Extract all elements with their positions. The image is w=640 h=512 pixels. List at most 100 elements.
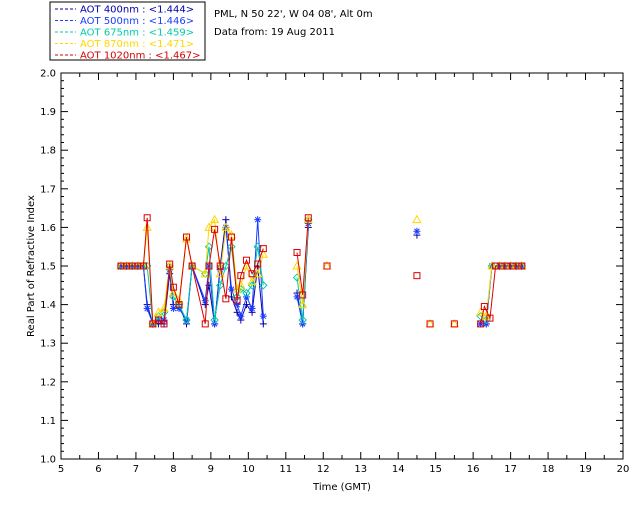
data-point xyxy=(204,242,214,251)
legend-label-4: AOT 870nm : <1.471> xyxy=(80,39,194,50)
y-tick-label: 1.5 xyxy=(40,262,56,273)
y-tick-label: 1.2 xyxy=(40,377,56,388)
data-point xyxy=(248,304,256,312)
data-point xyxy=(169,283,177,291)
data-point xyxy=(298,315,307,325)
data-point xyxy=(259,312,267,320)
data-point xyxy=(259,281,268,290)
data-point xyxy=(253,268,263,278)
series-line xyxy=(120,217,264,325)
data-point xyxy=(259,245,267,253)
y-tick-label: 2.0 xyxy=(40,69,56,80)
data-point xyxy=(323,262,331,270)
data-point xyxy=(182,315,191,325)
x-tick-label: 5 xyxy=(58,464,64,475)
series-line xyxy=(296,217,309,295)
data-point xyxy=(143,214,151,222)
x-tick-label: 6 xyxy=(95,464,101,475)
y-tick-label: 1.8 xyxy=(40,146,56,157)
y-tick-label: 1.0 xyxy=(40,455,56,466)
x-tick-label: 8 xyxy=(170,464,176,475)
x-tick-label: 13 xyxy=(354,464,367,475)
data-point xyxy=(216,262,224,270)
x-tick-label: 17 xyxy=(504,464,517,475)
station-location: PML, N 50 22', W 04 08', Alt 0m xyxy=(214,9,373,20)
data-point xyxy=(216,281,225,290)
data-point xyxy=(514,262,522,270)
data-point xyxy=(210,315,219,325)
x-tick-label: 12 xyxy=(317,464,330,475)
data-point xyxy=(248,270,256,278)
data-point xyxy=(209,214,220,224)
data-point xyxy=(139,262,147,270)
x-axis-title: Time (GMT) xyxy=(312,482,371,493)
data-point xyxy=(166,260,174,268)
legend-label-5: AOT 1020nm : <1.467> xyxy=(80,51,200,62)
y-axis-title: Real Part of Refractive Index xyxy=(26,195,37,337)
data-point xyxy=(293,248,301,256)
data-point xyxy=(233,301,241,309)
data-point xyxy=(227,285,235,293)
data-point xyxy=(175,301,183,309)
data-point xyxy=(201,320,209,328)
x-tick-label: 7 xyxy=(133,464,139,475)
data-date: Data from: 19 Aug 2011 xyxy=(214,27,335,38)
data-point xyxy=(183,233,191,241)
x-tick-label: 10 xyxy=(242,464,255,475)
data-point xyxy=(204,222,214,231)
data-point xyxy=(293,293,301,301)
data-point xyxy=(475,307,486,316)
data-point xyxy=(477,320,485,328)
data-point xyxy=(413,272,421,280)
data-point xyxy=(299,291,307,299)
y-tick-label: 1.3 xyxy=(40,339,56,350)
data-point xyxy=(227,242,236,251)
data-point xyxy=(169,304,177,312)
x-tick-label: 14 xyxy=(392,464,405,475)
y-tick-label: 1.9 xyxy=(40,107,56,118)
data-point xyxy=(211,225,219,233)
data-point xyxy=(142,222,152,231)
data-point xyxy=(486,314,494,322)
data-point xyxy=(143,304,151,312)
data-point xyxy=(181,233,192,243)
series-line xyxy=(480,265,522,325)
data-point xyxy=(237,272,245,280)
data-point xyxy=(412,214,422,224)
data-point xyxy=(242,256,250,264)
data-point xyxy=(154,316,162,324)
x-tick-label: 16 xyxy=(467,464,480,475)
data-point xyxy=(304,214,312,222)
data-point xyxy=(254,216,262,224)
data-point xyxy=(480,303,488,311)
legend-label-1: AOT 400nm : <1.444> xyxy=(80,5,194,16)
x-tick-label: 20 xyxy=(617,464,630,475)
data-point xyxy=(222,295,230,303)
data-point xyxy=(160,320,168,328)
data-point xyxy=(259,320,267,328)
y-tick-label: 1.6 xyxy=(40,223,56,234)
legend: AOT 400nm : <1.444>AOT 500nm : <1.446>AO… xyxy=(49,1,206,62)
data-point xyxy=(221,222,231,231)
x-tick-label: 15 xyxy=(429,464,442,475)
y-tick-label: 1.7 xyxy=(40,184,56,195)
series-5 xyxy=(117,214,526,328)
data-point xyxy=(518,262,526,270)
x-tick-label: 18 xyxy=(542,464,555,475)
data-point xyxy=(215,268,225,278)
data-point xyxy=(247,276,257,285)
data-point xyxy=(188,262,196,270)
data-point xyxy=(450,320,458,328)
y-tick-label: 1.1 xyxy=(40,416,56,427)
data-point xyxy=(481,311,491,320)
data-point xyxy=(205,262,213,270)
data-point xyxy=(149,320,157,328)
data-point xyxy=(201,297,209,305)
data-point xyxy=(413,227,421,235)
legend-frame xyxy=(49,1,206,61)
x-tick-label: 11 xyxy=(279,464,292,475)
axes: 5 6 7 8 9 10 11 12 13 14 15 16 17 18 19 20 1.0 1.1 1.2 1.3 1… xyxy=(40,69,629,476)
data-point xyxy=(254,260,262,268)
data-point xyxy=(242,288,251,298)
